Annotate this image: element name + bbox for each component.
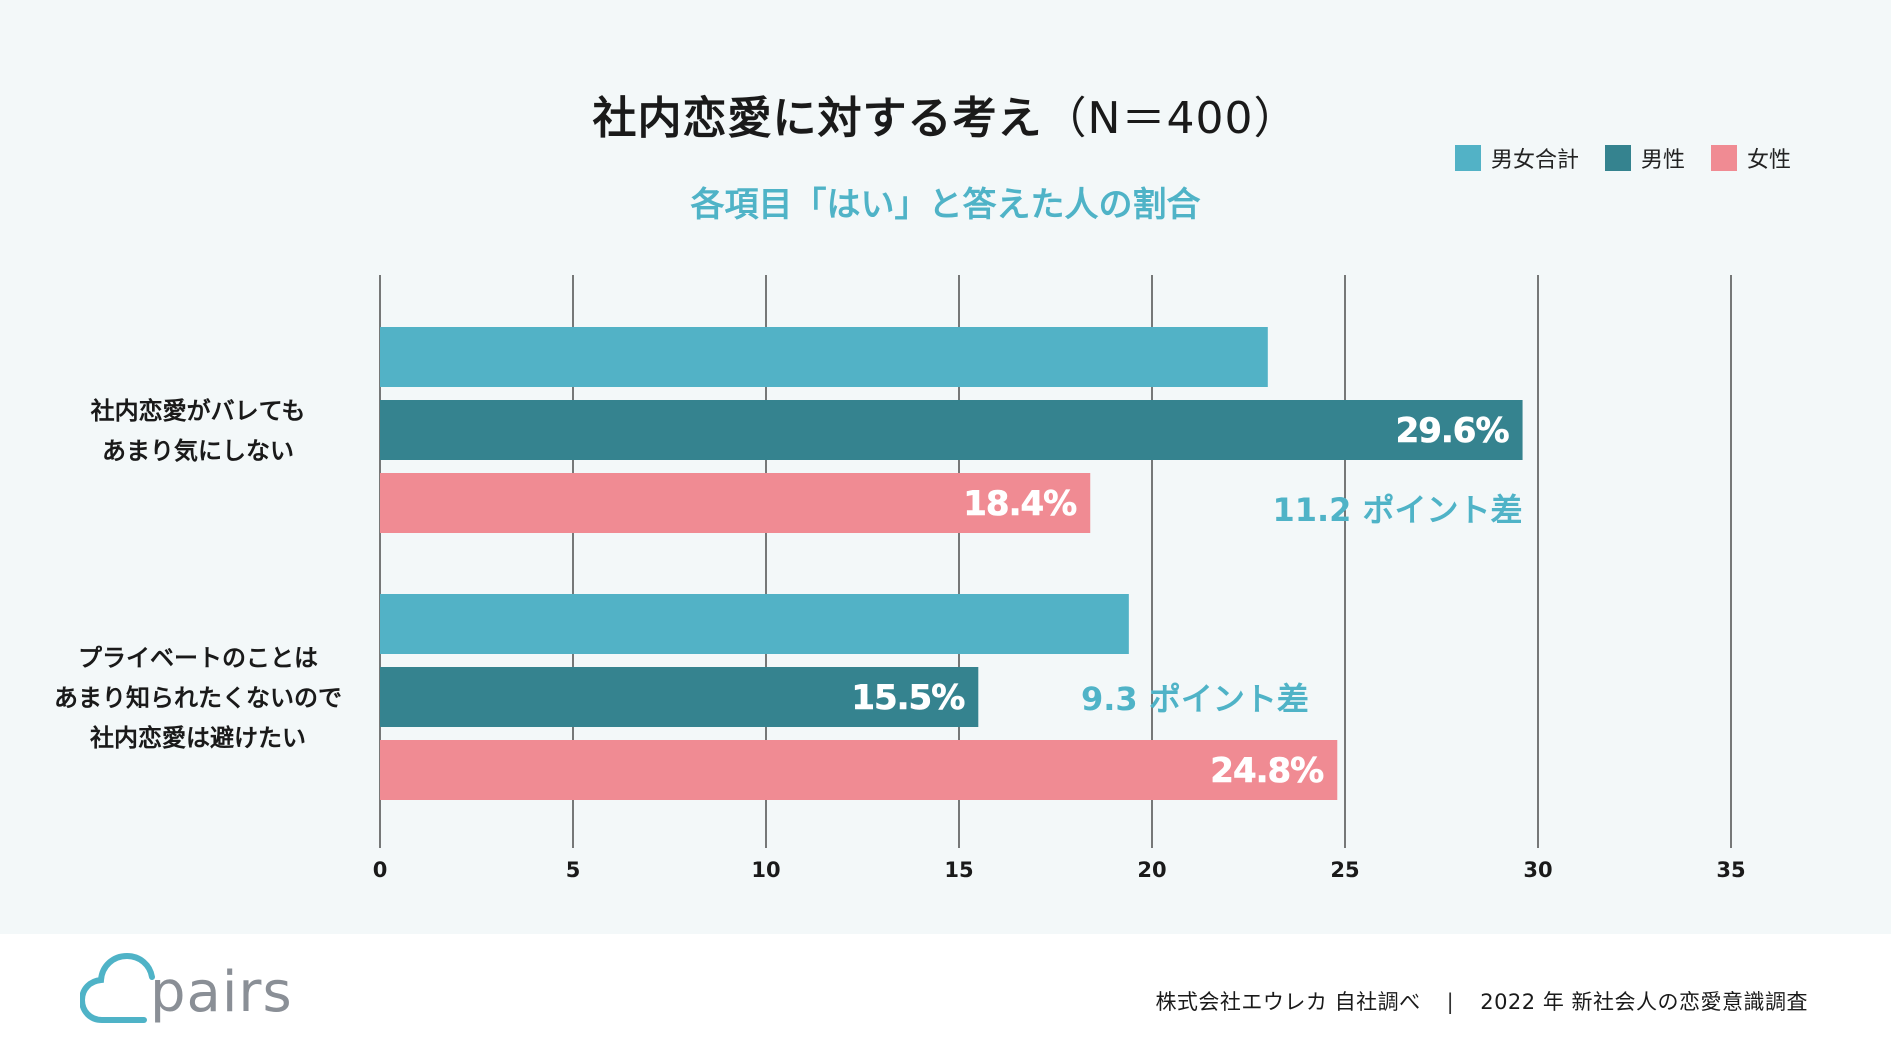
legend-swatch-female [1711,145,1738,171]
x-tick-label-5: 5 [566,858,581,882]
category-label-1-2: 社内恋愛は避けたい [90,724,306,752]
legend-label-total: 男女合計 [1491,148,1580,173]
pairs-logo-icon [80,952,155,1023]
pairs-logo-text: pairs [150,960,293,1025]
credit-company: 株式会社エウレカ 自社調べ [1155,990,1421,1014]
x-tick-label-10: 10 [751,858,780,882]
legend-item-female: 女性 [1711,142,1791,174]
source-credit: 株式会社エウレカ 自社調べ | 2022 年 新社会人の恋愛意識調査 [1155,986,1808,1016]
legend-label-male: 男性 [1641,148,1686,173]
chart-title-n: （N＝400） [1042,93,1299,144]
legend-item-total: 男女合計 [1455,142,1579,174]
bar-2-1 [380,740,1338,800]
data-label-1-1: 15.5% [851,678,964,718]
bar-chart: 0 5 10 15 20 25 30 35 29.6% 15.5% 18.4% 24.8% 11.2 ポ… [54,275,1746,882]
data-label-2-1: 24.8% [1210,751,1323,791]
legend-item-male: 男性 [1605,142,1685,174]
x-tick-label-15: 15 [944,858,973,882]
chart-title-text: 社内恋愛に対する考え [592,93,1043,144]
category-label-1-0: プライベートのことは [78,644,318,672]
category-label-0-1: あまり気にしない [102,437,294,465]
legend-label-female: 女性 [1747,148,1792,173]
credit-survey: 2022 年 新社会人の恋愛意識調査 [1480,990,1808,1014]
legend-swatch-male [1605,145,1632,171]
bar-1-0 [380,400,1523,460]
legend: 男女合計 男性 女性 [1455,143,1791,173]
bar-0-1 [380,594,1129,654]
point-diff-annotation-1: 9.3 ポイント差 [1081,680,1309,718]
x-tick-label-0: 0 [373,858,388,882]
x-tick-label-20: 20 [1137,858,1166,882]
data-label-1-0: 29.6% [1396,411,1509,451]
credit-separator: | [1446,990,1455,1014]
point-diff-annotation-0: 11.2 ポイント差 [1272,491,1522,529]
x-tick-label-35: 35 [1716,858,1745,882]
data-label-2-0: 18.4% [963,484,1076,524]
category-label-1-1: あまり知られたくないので [54,684,342,712]
chart-subtitle: 各項目「はい」と答えた人の割合 [690,185,1201,225]
legend-swatch-total [1455,145,1481,171]
x-tick-label-30: 30 [1523,858,1552,882]
bar-0-0 [380,327,1268,387]
chart-title: 社内恋愛に対する考え（N＝400） [0,82,1891,146]
bar-1-1 [380,667,979,727]
category-label-0-0: 社内恋愛がバレても [91,397,306,425]
bar-2-0 [380,473,1091,533]
x-tick-label-25: 25 [1330,858,1359,882]
